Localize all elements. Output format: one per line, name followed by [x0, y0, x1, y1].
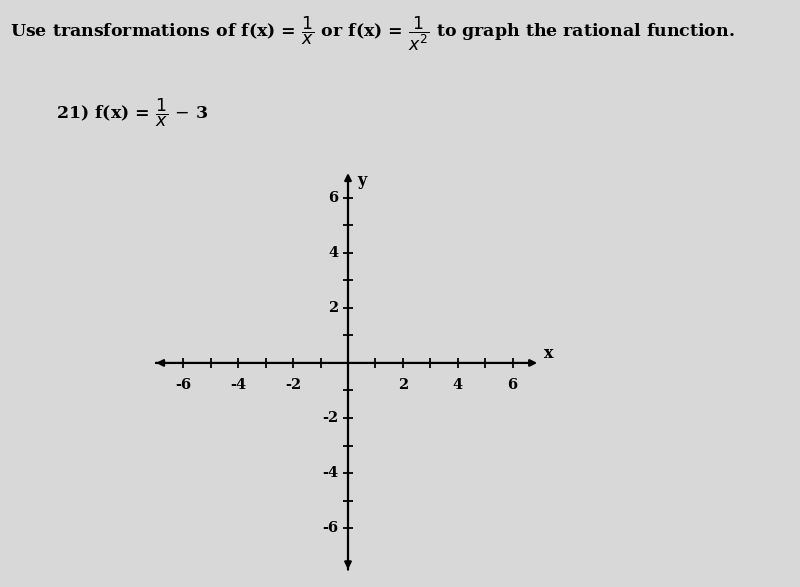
- Text: -6: -6: [322, 521, 338, 535]
- Text: Use transformations of f(x) = $\dfrac{1}{x}$ or f(x) = $\dfrac{1}{x^2}$ to graph: Use transformations of f(x) = $\dfrac{1}…: [10, 15, 735, 53]
- Text: 2: 2: [398, 378, 408, 392]
- Text: -4: -4: [230, 378, 246, 392]
- Text: 21) f(x) = $\dfrac{1}{x}$ $-$ 3: 21) f(x) = $\dfrac{1}{x}$ $-$ 3: [56, 97, 208, 129]
- Text: y: y: [357, 171, 366, 188]
- Text: -4: -4: [322, 466, 338, 480]
- Text: 4: 4: [453, 378, 462, 392]
- Text: x: x: [544, 345, 554, 362]
- Text: 6: 6: [328, 191, 338, 205]
- Text: 2: 2: [328, 301, 338, 315]
- Text: 4: 4: [328, 246, 338, 260]
- Text: -6: -6: [175, 378, 191, 392]
- Text: 6: 6: [507, 378, 518, 392]
- Text: -2: -2: [322, 411, 338, 425]
- Text: -2: -2: [285, 378, 302, 392]
